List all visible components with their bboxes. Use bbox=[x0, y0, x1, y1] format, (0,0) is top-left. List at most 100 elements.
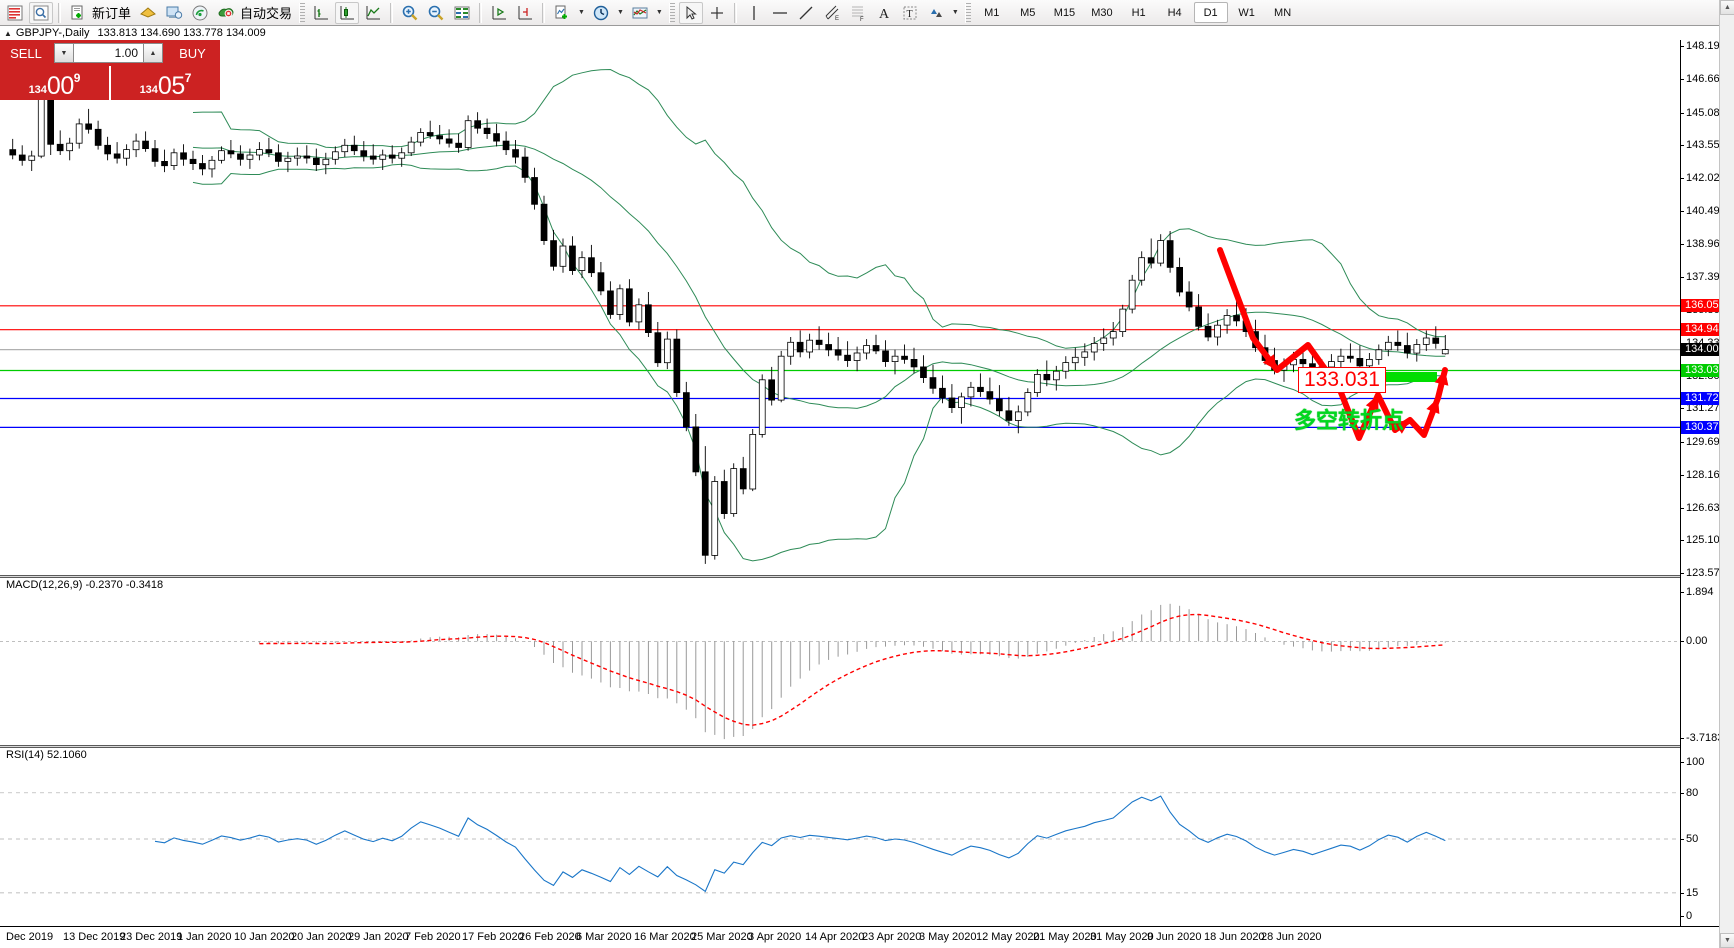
shift-chart-icon[interactable] bbox=[487, 2, 511, 24]
volume-increase-button[interactable]: ▲ bbox=[143, 43, 163, 63]
cursor-icon[interactable] bbox=[678, 1, 703, 24]
date-tick: 21 May 2020 bbox=[1033, 931, 1097, 943]
date-tick: 13 Dec 2019 bbox=[63, 931, 126, 943]
indicators-dropdown-caret[interactable]: ▼ bbox=[578, 9, 585, 16]
horizontal-line-icon[interactable] bbox=[768, 2, 792, 24]
scroll-up-arrow[interactable]: ▲ bbox=[1720, 0, 1734, 15]
date-tick: 3 Apr 2020 bbox=[748, 931, 802, 943]
toolbar-separator-2 bbox=[390, 2, 394, 23]
toolbar-grip-3[interactable] bbox=[964, 2, 971, 23]
chinese-note[interactable]: 多空转折点 bbox=[1294, 409, 1405, 434]
candlestick-chart-icon[interactable] bbox=[335, 1, 360, 24]
buy-price-integer: 134 bbox=[139, 84, 158, 96]
terminal-icon[interactable] bbox=[162, 2, 186, 24]
date-tick: 16 Mar 2020 bbox=[634, 931, 696, 943]
timeframe-h1[interactable]: H1 bbox=[1131, 6, 1146, 19]
autotrading-label[interactable]: 自动交易 bbox=[240, 7, 293, 22]
templates-dropdown-caret[interactable]: ▼ bbox=[655, 9, 663, 16]
chart-area[interactable]: MACD(12,26,9) -0.2370 -0.3418 RSI(14) 52… bbox=[0, 40, 1734, 948]
bar-chart-icon[interactable] bbox=[309, 2, 333, 24]
toolbar-separator bbox=[58, 2, 61, 23]
objects-icon[interactable] bbox=[924, 2, 948, 24]
timeframe-m5[interactable]: M5 bbox=[1020, 6, 1036, 19]
market-watch-icon[interactable] bbox=[3, 2, 27, 24]
rsi-pane[interactable] bbox=[0, 748, 1680, 948]
date-tick: 9 Jun 2020 bbox=[1147, 931, 1202, 943]
new-order-label[interactable]: 新订单 bbox=[92, 7, 132, 22]
date-tick: 18 Jun 2020 bbox=[1204, 931, 1265, 943]
buy-price-main: 05 bbox=[157, 72, 185, 100]
collapse-triangle-icon[interactable]: ▲ bbox=[4, 28, 12, 38]
signals-icon[interactable] bbox=[188, 2, 212, 24]
price-pane[interactable] bbox=[0, 40, 1680, 577]
line-chart-icon[interactable] bbox=[361, 2, 385, 24]
text-icon[interactable]: A bbox=[872, 2, 896, 24]
zoom-in-icon[interactable] bbox=[398, 2, 422, 24]
new-order-icon[interactable] bbox=[66, 2, 90, 24]
fibonacci-icon[interactable]: F bbox=[846, 2, 870, 24]
date-tick: 14 Apr 2020 bbox=[805, 931, 865, 943]
trendline-icon[interactable] bbox=[794, 2, 818, 24]
data-window-icon[interactable] bbox=[29, 1, 53, 24]
zoom-out-icon[interactable] bbox=[424, 2, 448, 24]
date-tick: 23 Apr 2020 bbox=[862, 931, 922, 943]
period-icon[interactable] bbox=[589, 2, 613, 24]
sell-price[interactable]: 134 00 9 bbox=[0, 66, 109, 100]
price-tick: 128.165 bbox=[1681, 469, 1726, 481]
timeframe-d1[interactable]: D1 bbox=[1193, 2, 1228, 23]
price-tick: 126.635 bbox=[1681, 502, 1726, 514]
text-label-icon[interactable]: T bbox=[898, 2, 922, 24]
scroll-down-arrow[interactable]: ▼ bbox=[1720, 933, 1734, 948]
expert-advisors-icon[interactable] bbox=[136, 2, 160, 24]
oct-price-row: 134 00 9 134 05 7 bbox=[0, 66, 220, 100]
buy-price[interactable]: 134 05 7 bbox=[109, 66, 220, 100]
date-tick: 26 Feb 2020 bbox=[519, 931, 581, 943]
rsi-tick: 100 bbox=[1681, 757, 1704, 768]
timeframe-w1[interactable]: W1 bbox=[1238, 6, 1255, 19]
autotrading-icon[interactable] bbox=[214, 2, 238, 24]
timeframe-m30[interactable]: M30 bbox=[1091, 6, 1113, 19]
data-grid-icon[interactable] bbox=[450, 2, 474, 24]
pane-divider-macd[interactable] bbox=[0, 575, 1734, 578]
sell-price-main: 00 bbox=[46, 72, 74, 100]
symbol-info-bar: ▲ GBPJPY-,Daily 133.813 134.690 133.778 … bbox=[0, 26, 1734, 40]
indicators-icon[interactable] bbox=[550, 2, 574, 24]
price-tick: 123.575 bbox=[1681, 568, 1726, 579]
timeframe-m1[interactable]: M1 bbox=[984, 6, 1000, 19]
vertical-line-icon[interactable] bbox=[742, 2, 766, 24]
buy-price-fraction: 7 bbox=[184, 71, 192, 85]
timeframe-mn[interactable]: MN bbox=[1274, 6, 1292, 19]
sell-price-integer: 134 bbox=[28, 84, 47, 96]
objects-dropdown-caret[interactable]: ▼ bbox=[951, 9, 959, 16]
main-toolbar: 新订单 自动交易 bbox=[0, 0, 1734, 26]
volume-input[interactable]: 1.00 bbox=[74, 43, 143, 63]
toolbar-grip[interactable] bbox=[299, 2, 306, 23]
vertical-scrollbar[interactable]: ▲ ▼ bbox=[1719, 0, 1734, 948]
equidistant-channel-icon[interactable]: E bbox=[820, 2, 844, 24]
rsi-label: RSI(14) 52.1060 bbox=[4, 749, 89, 761]
macd-pane[interactable] bbox=[0, 578, 1680, 748]
date-tick: 1 Jan 2020 bbox=[177, 931, 232, 943]
pane-divider-rsi[interactable] bbox=[0, 745, 1734, 748]
crosshair-icon[interactable] bbox=[705, 2, 729, 24]
price-callout[interactable]: 133.031 bbox=[1298, 367, 1386, 393]
macd-chart-svg bbox=[0, 603, 1680, 740]
timeframe-m15[interactable]: M15 bbox=[1053, 6, 1076, 19]
auto-scroll-icon[interactable] bbox=[513, 2, 537, 24]
volume-decrease-button[interactable]: ▼ bbox=[54, 43, 74, 63]
sell-button[interactable]: SELL bbox=[0, 40, 52, 66]
timeframe-h4[interactable]: H4 bbox=[1167, 6, 1182, 19]
date-tick: 20 Jan 2020 bbox=[291, 931, 352, 943]
period-dropdown-caret[interactable]: ▼ bbox=[616, 9, 624, 16]
date-axis: Dec 2019 13 Dec 2019 23 Dec 2019 1 Jan 2020… bbox=[0, 926, 1734, 948]
toolbar-grip-2[interactable] bbox=[668, 2, 675, 23]
symbol-name: GBPJPY-,Daily bbox=[15, 27, 90, 39]
one-click-trading-panel[interactable]: SELL ▼ 1.00 ▲ BUY 134 00 9 134 05 7 bbox=[0, 40, 220, 100]
buy-button[interactable]: BUY bbox=[165, 40, 220, 66]
templates-icon[interactable] bbox=[628, 2, 652, 24]
svg-text:A: A bbox=[879, 7, 890, 22]
date-tick: 25 Mar 2020 bbox=[691, 931, 753, 943]
volume-stepper[interactable]: ▼ 1.00 ▲ bbox=[52, 40, 165, 66]
price-tick: 148.190 bbox=[1681, 41, 1726, 52]
